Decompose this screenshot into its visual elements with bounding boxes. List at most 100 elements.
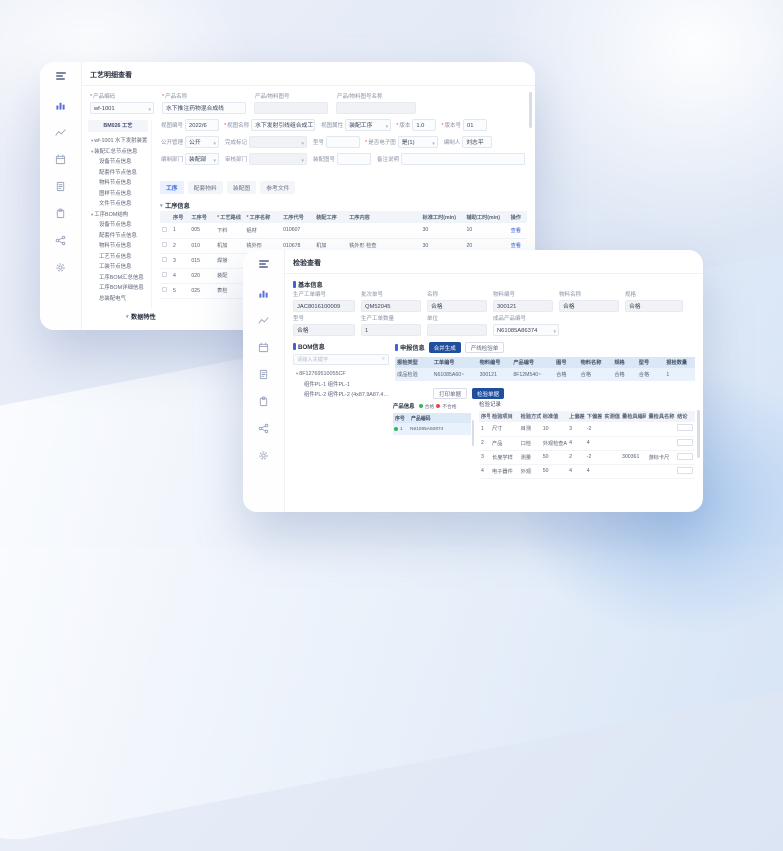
- form-field: 物料编号 300121: [493, 290, 553, 312]
- process-section-title[interactable]: 工序信息: [160, 201, 190, 210]
- tree-item[interactable]: ▾装配汇总节点信息: [91, 148, 138, 155]
- view-link[interactable]: 查看: [510, 227, 521, 234]
- form-field: 编制人 刘志平: [443, 136, 493, 148]
- scrollbar[interactable]: [529, 92, 532, 128]
- tree-item[interactable]: 配套件节点信息: [99, 232, 137, 239]
- version-no-input[interactable]: 01: [463, 119, 487, 131]
- receipt-icon[interactable]: [55, 181, 66, 192]
- form-field: 审核部门: [224, 153, 308, 165]
- tree-item[interactable]: 总装配电气: [99, 295, 126, 302]
- scrollbar[interactable]: [471, 420, 474, 446]
- result-input[interactable]: [677, 452, 694, 460]
- table-row[interactable]: 1 尺寸 目测 10 3 -2: [479, 422, 695, 437]
- data-attr-section-title[interactable]: 数据特性: [126, 312, 156, 321]
- tree-item[interactable]: 设备节点信息: [99, 159, 132, 165]
- e-drawing-select[interactable]: 是(1): [397, 136, 438, 148]
- tree-item[interactable]: 图样节点信息: [99, 190, 132, 197]
- dept-select[interactable]: 装配部: [185, 153, 220, 165]
- result-input[interactable]: [677, 466, 694, 474]
- line-inspection-sheet-button[interactable]: 产线检验单: [464, 342, 505, 353]
- row-checkbox[interactable]: [162, 272, 167, 277]
- form-field: 单位: [427, 314, 487, 336]
- tab-process[interactable]: 工序: [160, 181, 184, 194]
- row-checkbox[interactable]: [162, 287, 167, 292]
- view-link[interactable]: 查看: [510, 243, 521, 249]
- material-drawing-no-input: [254, 102, 328, 114]
- column-header: *工艺路线: [215, 211, 245, 223]
- tree-item[interactable]: ▾8F12769510055CF: [296, 371, 346, 377]
- inspection-sheet-button[interactable]: 检验单据: [472, 388, 505, 399]
- tree-item[interactable]: 工艺节点信息: [99, 253, 132, 260]
- tree-item[interactable]: ▾工序BOM结构: [91, 211, 129, 218]
- row-checkbox[interactable]: [162, 257, 167, 262]
- window-header: 检验查看: [285, 250, 703, 274]
- bar-chart-icon[interactable]: [258, 288, 269, 299]
- tree-item[interactable]: 物料节点信息: [99, 243, 132, 249]
- declare-section-title: 申报信息: [395, 343, 425, 352]
- tree-item[interactable]: 物料节点信息: [99, 180, 132, 186]
- bar-chart-icon[interactable]: [55, 100, 66, 111]
- product-name-input[interactable]: 水下推注药物混合成线: [162, 102, 246, 114]
- tree-item[interactable]: ▾wf-1001 水下发射装置: [91, 138, 148, 144]
- clipboard-icon[interactable]: [55, 208, 66, 219]
- inspection-window: 检验查看 基本信息 生产工单编号 JAC8016100009 批次单号 QM5204…: [243, 250, 703, 512]
- view-no-input[interactable]: 2022/6: [185, 119, 220, 131]
- result-input[interactable]: [677, 424, 694, 432]
- table-row[interactable]: 4 电子器件 外观 50 4 4: [479, 464, 695, 479]
- gear-icon[interactable]: [258, 450, 269, 461]
- column-header: 工单编号: [431, 357, 478, 368]
- result-input[interactable]: [677, 438, 694, 446]
- line-chart-icon[interactable]: [258, 315, 269, 326]
- view-name-input[interactable]: 水下发射引线组合成工艺W: [251, 119, 316, 131]
- share-icon[interactable]: [55, 235, 66, 246]
- column-header: 量检具名称: [646, 411, 676, 422]
- share-icon[interactable]: [258, 423, 269, 434]
- form-field: *版本号 01: [441, 119, 487, 131]
- tab-materials[interactable]: 配套物料: [187, 181, 223, 194]
- finished-product-select[interactable]: N61085A86374: [493, 324, 559, 336]
- column-header: 操作: [508, 211, 527, 223]
- tree-item[interactable]: 工序BOM汇总信息: [99, 274, 144, 281]
- tree-item[interactable]: 组件PL-1 组件PL-1: [304, 381, 350, 388]
- tree-item[interactable]: 文件节点信息: [99, 201, 132, 207]
- declare-table: 报检类型 工单编号 物料编号 产品编号 图号 物料名称 规格 型号 报检数量 成品检验 N61085…: [395, 357, 695, 381]
- product-row[interactable]: 1 N61085A60874: [393, 423, 471, 435]
- row-checkbox[interactable]: [162, 242, 167, 247]
- column-header: 检验项目: [490, 411, 519, 422]
- line-chart-icon[interactable]: [55, 127, 66, 138]
- column-header: 工序代号: [281, 211, 315, 223]
- table-row[interactable]: 1 005 下料 铝材 010607 30 10 查看: [160, 223, 527, 239]
- version-input[interactable]: 1.0: [412, 119, 437, 131]
- tree-item[interactable]: 设备节点信息: [99, 222, 132, 228]
- product-code-select[interactable]: wf-1001: [90, 102, 154, 114]
- remark-textarea[interactable]: [401, 153, 525, 165]
- tree-panel-header[interactable]: BM026 工艺: [88, 120, 148, 132]
- tab-drawings[interactable]: 装配图: [226, 181, 257, 194]
- table-row[interactable]: 成品检验 N61085A60~ 300121 8F12M540~ 合格 合格 合格 合格 1: [395, 368, 695, 381]
- table-row[interactable]: 3 长度学样 测量 50 2 -2 300361 游标卡尺: [479, 450, 695, 465]
- scrollbar[interactable]: [697, 410, 700, 458]
- receipt-icon[interactable]: [258, 369, 269, 380]
- tree-item[interactable]: 组件PL-2 组件PL-2 (4x87.9A87.4)4B: [304, 392, 389, 398]
- form-field: *是否电子图 是(1): [365, 136, 438, 148]
- tree-item[interactable]: 工序BOM详细信息: [99, 285, 144, 291]
- view-attr-select[interactable]: 装配工序: [345, 119, 392, 131]
- author-input[interactable]: 刘志平: [462, 136, 493, 148]
- model-input[interactable]: [326, 136, 361, 148]
- tab-reference-files[interactable]: 参考文件: [260, 181, 296, 194]
- merge-generate-button[interactable]: 合并生成: [428, 342, 461, 353]
- column-header: 报检数量: [664, 357, 695, 368]
- calendar-icon[interactable]: [258, 342, 269, 353]
- calendar-icon[interactable]: [55, 154, 66, 165]
- tree-item[interactable]: 配套件节点信息: [99, 169, 137, 176]
- app-logo-icon: [258, 260, 269, 268]
- clipboard-icon[interactable]: [258, 396, 269, 407]
- public-select[interactable]: 公开: [185, 136, 220, 148]
- row-checkbox[interactable]: [162, 226, 167, 232]
- tree-item[interactable]: 工装节点信息: [99, 264, 132, 270]
- gear-icon[interactable]: [55, 262, 66, 273]
- assembly-drawing-input[interactable]: [337, 153, 372, 165]
- print-sheet-button[interactable]: 打印单据: [433, 388, 468, 399]
- bom-search-input[interactable]: 请输入关键字 ⌕: [293, 354, 389, 365]
